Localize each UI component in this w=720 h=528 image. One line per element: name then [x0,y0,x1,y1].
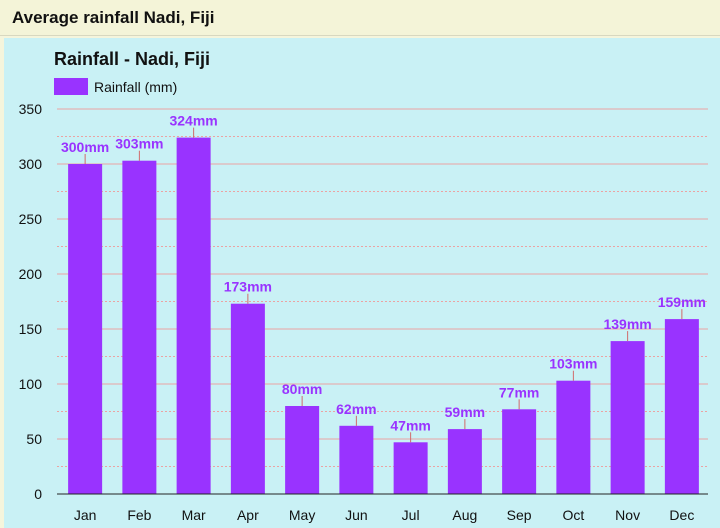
bar-may [285,406,320,494]
y-tick-label: 100 [19,376,43,392]
bar-dec [664,319,699,494]
data-label: 139mm [603,316,651,332]
data-label: 324mm [169,113,217,129]
data-label: 77mm [499,384,539,400]
x-axis-ticks: Jan Feb Mar Apr May Jun Jul Aug Sep Oct Nov Dec [74,507,694,523]
bars: 300mm 303mm 324mm 173mm 80mm 62mm 47mm 59mm 77mm… [61,113,706,494]
data-label: 103mm [549,356,597,372]
y-tick-label: 200 [19,266,43,282]
chart-panel: Rainfall - Nadi, Fiji Rainfall (mm) 0 50 1… [4,38,720,528]
x-tick-label: Jul [402,507,420,523]
bar-apr [230,303,265,494]
y-tick-label: 150 [19,321,43,337]
x-tick-label: Jun [345,507,368,523]
data-label: 159mm [658,294,706,310]
chart-title: Rainfall - Nadi, Fiji [54,49,210,69]
bar-oct [556,380,591,494]
bar-sep [502,409,537,494]
data-label: 80mm [282,381,322,397]
page-header: Average rainfall Nadi, Fiji [0,0,720,36]
x-tick-label: Nov [615,507,640,523]
x-tick-label: Jan [74,507,97,523]
bar-nov [610,341,645,494]
x-tick-label: Apr [237,507,259,523]
bar-jul [393,442,428,494]
bar-feb [122,160,157,494]
x-tick-label: May [289,507,315,523]
x-tick-label: Mar [182,507,206,523]
x-tick-label: Dec [669,507,694,523]
rainfall-chart: Rainfall - Nadi, Fiji Rainfall (mm) 0 50 1… [19,49,708,523]
bar-jan [68,164,103,494]
data-label: 59mm [445,404,485,420]
legend-swatch [54,78,88,95]
data-label: 303mm [115,136,163,152]
data-label: 47mm [390,417,430,433]
y-tick-label: 50 [26,431,42,447]
gridlines [57,108,708,467]
data-label: 173mm [224,279,272,295]
legend-label: Rainfall (mm) [94,79,177,95]
x-tick-label: Feb [127,507,151,523]
y-tick-label: 0 [34,486,42,502]
x-tick-label: Sep [507,507,532,523]
data-label: 300mm [61,139,109,155]
y-tick-label: 300 [19,156,43,172]
x-tick-label: Oct [562,507,584,523]
data-label: 62mm [336,401,376,417]
page-title: Average rainfall Nadi, Fiji [12,8,215,27]
x-tick-label: Aug [452,507,477,523]
y-tick-label: 350 [19,101,43,117]
bar-jun [339,425,374,494]
y-axis-ticks: 0 50 100 150 200 250 300 350 [19,101,43,502]
bar-mar [176,137,211,494]
bar-aug [447,429,482,494]
y-tick-label: 250 [19,211,43,227]
